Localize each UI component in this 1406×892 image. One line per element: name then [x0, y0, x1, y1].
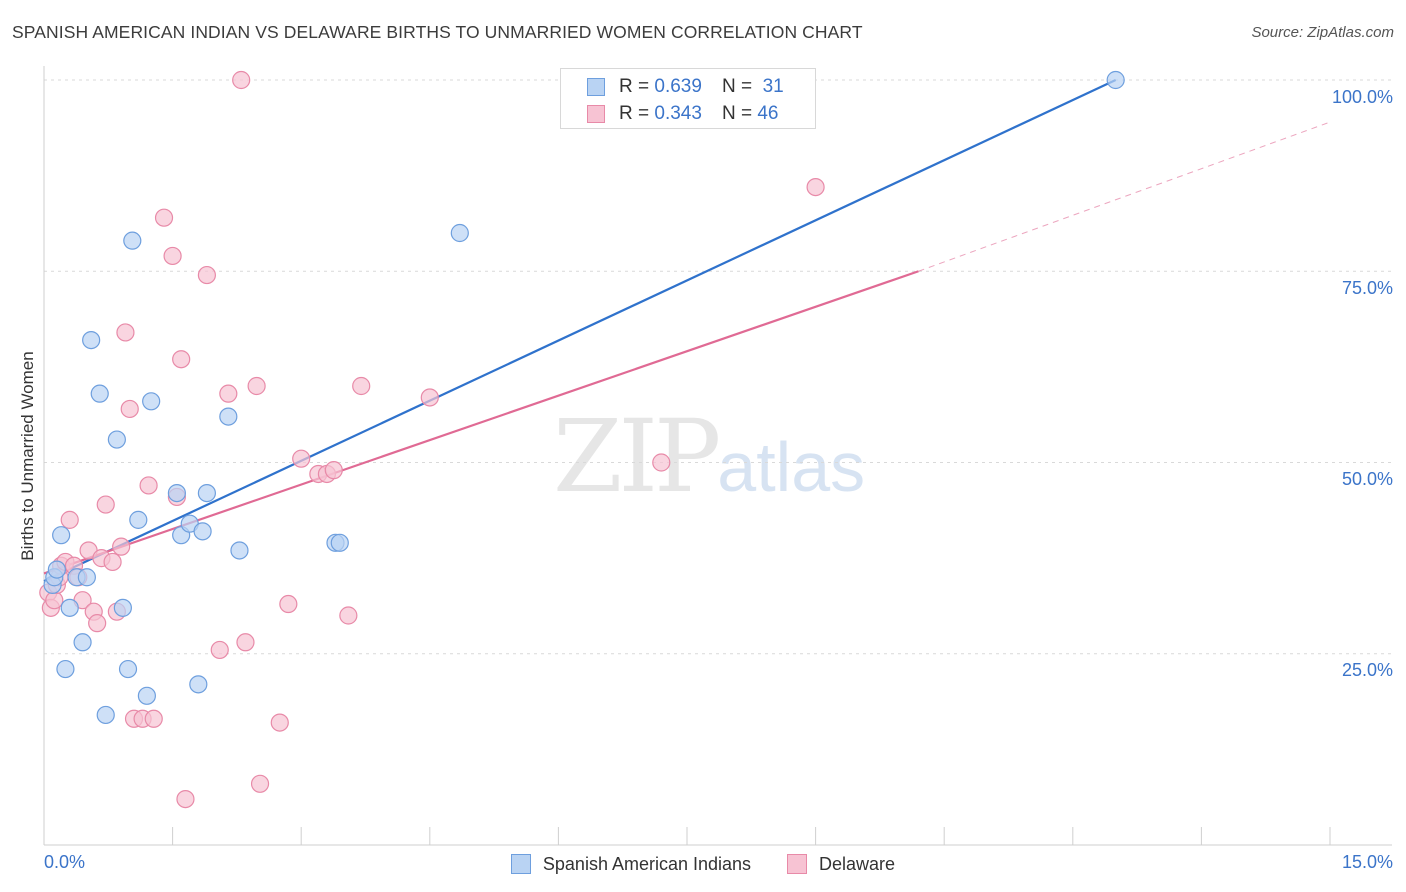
legend-swatch-pink [787, 854, 808, 874]
point-delaware [116, 323, 135, 342]
point-delaware [60, 510, 79, 529]
point-spanish-american-indians [219, 407, 238, 426]
grid-lines [44, 79, 1392, 655]
point-delaware [420, 388, 439, 407]
point-delaware [232, 70, 251, 90]
point-delaware [139, 476, 158, 495]
point-spanish-american-indians [330, 533, 349, 552]
point-spanish-american-indians [107, 430, 126, 449]
point-spanish-american-indians [167, 484, 186, 503]
point-spanish-american-indians [82, 331, 101, 350]
point-delaware [324, 461, 343, 480]
point-spanish-american-indians [52, 526, 71, 545]
point-spanish-american-indians [193, 522, 212, 541]
legend-swatch-pink [587, 105, 605, 123]
legend-swatch-blue [510, 854, 531, 874]
point-spanish-american-indians [73, 633, 92, 652]
point-delaware [247, 376, 266, 396]
point-delaware [88, 614, 107, 633]
y-tick-label-50: 50.0% [1341, 469, 1393, 489]
legend-item-spanish-american-indians: Spanish American Indians [510, 853, 752, 875]
trend-lines [43, 79, 1331, 583]
point-delaware [172, 350, 191, 369]
legend-n-label: N = [721, 103, 753, 124]
data-points [39, 70, 1125, 809]
point-spanish-american-indians [137, 686, 156, 705]
point-delaware [250, 774, 270, 793]
point-spanish-american-indians [90, 384, 109, 403]
point-spanish-american-indians [123, 231, 142, 250]
legend-r-value: 0.343 [654, 103, 702, 124]
y-axis-label: Births to Unmarried Women [18, 351, 37, 561]
legend-row-spanish-american-indians: R = 0.639 N = 31 [587, 74, 784, 100]
point-spanish-american-indians [142, 392, 161, 411]
point-spanish-american-indians [118, 659, 138, 679]
legend-n-value: 46 [757, 103, 779, 124]
point-delaware [176, 789, 195, 809]
point-delaware [292, 449, 311, 468]
point-spanish-american-indians [47, 560, 66, 579]
point-delaware [163, 246, 182, 266]
legend-n-label: N = [721, 76, 753, 97]
point-spanish-american-indians [96, 705, 115, 725]
point-delaware [154, 208, 174, 227]
point-spanish-american-indians [450, 223, 469, 243]
watermark: ZIPatlas [553, 398, 865, 515]
watermark-atlas: atlas [717, 428, 866, 506]
trend-extension-delaware [918, 121, 1331, 272]
legend-label-spanish-american-indians: Spanish American Indians [542, 853, 752, 874]
legend-label-delaware: Delaware [819, 853, 896, 874]
point-spanish-american-indians [1106, 70, 1125, 90]
legend-row-delaware: R = 0.343 N = 46 [587, 101, 778, 127]
point-spanish-american-indians [77, 568, 96, 587]
point-spanish-american-indians [56, 659, 75, 679]
point-delaware [112, 537, 131, 556]
point-delaware [339, 606, 358, 625]
point-delaware [652, 453, 671, 472]
y-tick-label-100: 100.0% [1331, 87, 1393, 107]
legend-r-label: R = [619, 103, 650, 124]
point-delaware [197, 265, 216, 285]
chart-title: SPANISH AMERICAN INDIAN VS DELAWARE BIRT… [12, 22, 863, 42]
point-delaware [352, 376, 371, 396]
watermark-zip: ZIP [553, 398, 721, 515]
point-spanish-american-indians [189, 675, 208, 694]
point-spanish-american-indians [129, 510, 148, 529]
axes [43, 66, 1392, 846]
point-spanish-american-indians [60, 598, 79, 617]
y-tick-label-25: 25.0% [1341, 660, 1393, 680]
point-delaware [270, 713, 289, 732]
trend-line-spanish-american-indians [43, 79, 1117, 583]
trend-line-delaware [43, 270, 919, 575]
x-tick-label-min: 0.0% [44, 852, 86, 872]
point-delaware [120, 399, 139, 419]
y-tick-label-75: 75.0% [1341, 278, 1393, 298]
point-delaware [279, 594, 298, 614]
point-delaware [219, 384, 238, 403]
legend-n-value: 31 [762, 76, 784, 97]
correlation-legend: R = 0.639 N = 31 R = 0.343 N = 46 [560, 68, 816, 129]
point-delaware [144, 709, 163, 728]
series-legend: Spanish American Indians Delaware [0, 852, 1406, 876]
point-spanish-american-indians [230, 541, 249, 560]
point-delaware [236, 633, 255, 652]
point-spanish-american-indians [113, 598, 132, 617]
legend-swatch-blue [587, 78, 605, 96]
legend-item-delaware: Delaware [787, 854, 895, 875]
point-spanish-american-indians [197, 484, 216, 503]
point-delaware [806, 178, 825, 197]
legend-r-label: R = [619, 76, 650, 97]
legend-r-value: 0.639 [654, 76, 702, 97]
point-delaware [96, 495, 115, 514]
point-delaware [103, 552, 122, 572]
point-delaware [45, 591, 64, 610]
point-delaware [210, 640, 229, 660]
x-tick-label-max: 15.0% [1341, 852, 1393, 872]
source-credit: Source: ZipAtlas.com [1251, 24, 1394, 41]
